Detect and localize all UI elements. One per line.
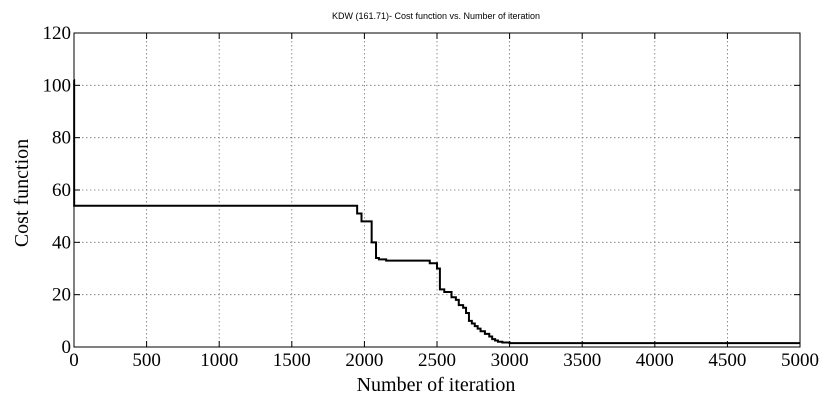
- grid: [74, 33, 800, 347]
- x-tick-label: 5000: [781, 350, 819, 371]
- axis-ticks: 0 500 1000 1500 2000 2500 3000 3500 4000 4500 5000…: [43, 23, 820, 371]
- y-tick-label: 60: [52, 180, 71, 201]
- x-tick-label: 4500: [708, 350, 746, 371]
- chart-title: KDW (161.71)- Cost function vs. Number o…: [332, 11, 540, 21]
- x-tick-label: 3000: [491, 350, 529, 371]
- y-axis-label: Cost function: [11, 139, 33, 247]
- x-tick-label: 1500: [273, 350, 311, 371]
- y-tick-label: 120: [43, 23, 72, 44]
- x-tick-label: 2500: [418, 350, 456, 371]
- x-tick-label: 3500: [563, 350, 601, 371]
- y-tick-label: 20: [52, 285, 71, 306]
- series-layer: [73, 79, 800, 345]
- y-tick-label: 0: [62, 337, 72, 358]
- series-line: [73, 79, 800, 345]
- x-axis-label: Number of iteration: [357, 374, 516, 396]
- x-tick-label: 0: [69, 350, 79, 371]
- y-tick-label: 100: [43, 75, 72, 96]
- y-tick-label: 40: [52, 232, 71, 253]
- x-tick-label: 4000: [636, 350, 674, 371]
- x-tick-label: 2000: [345, 350, 383, 371]
- y-tick-label: 80: [52, 128, 71, 149]
- x-tick-label: 500: [132, 350, 161, 371]
- x-tick-label: 1000: [200, 350, 238, 371]
